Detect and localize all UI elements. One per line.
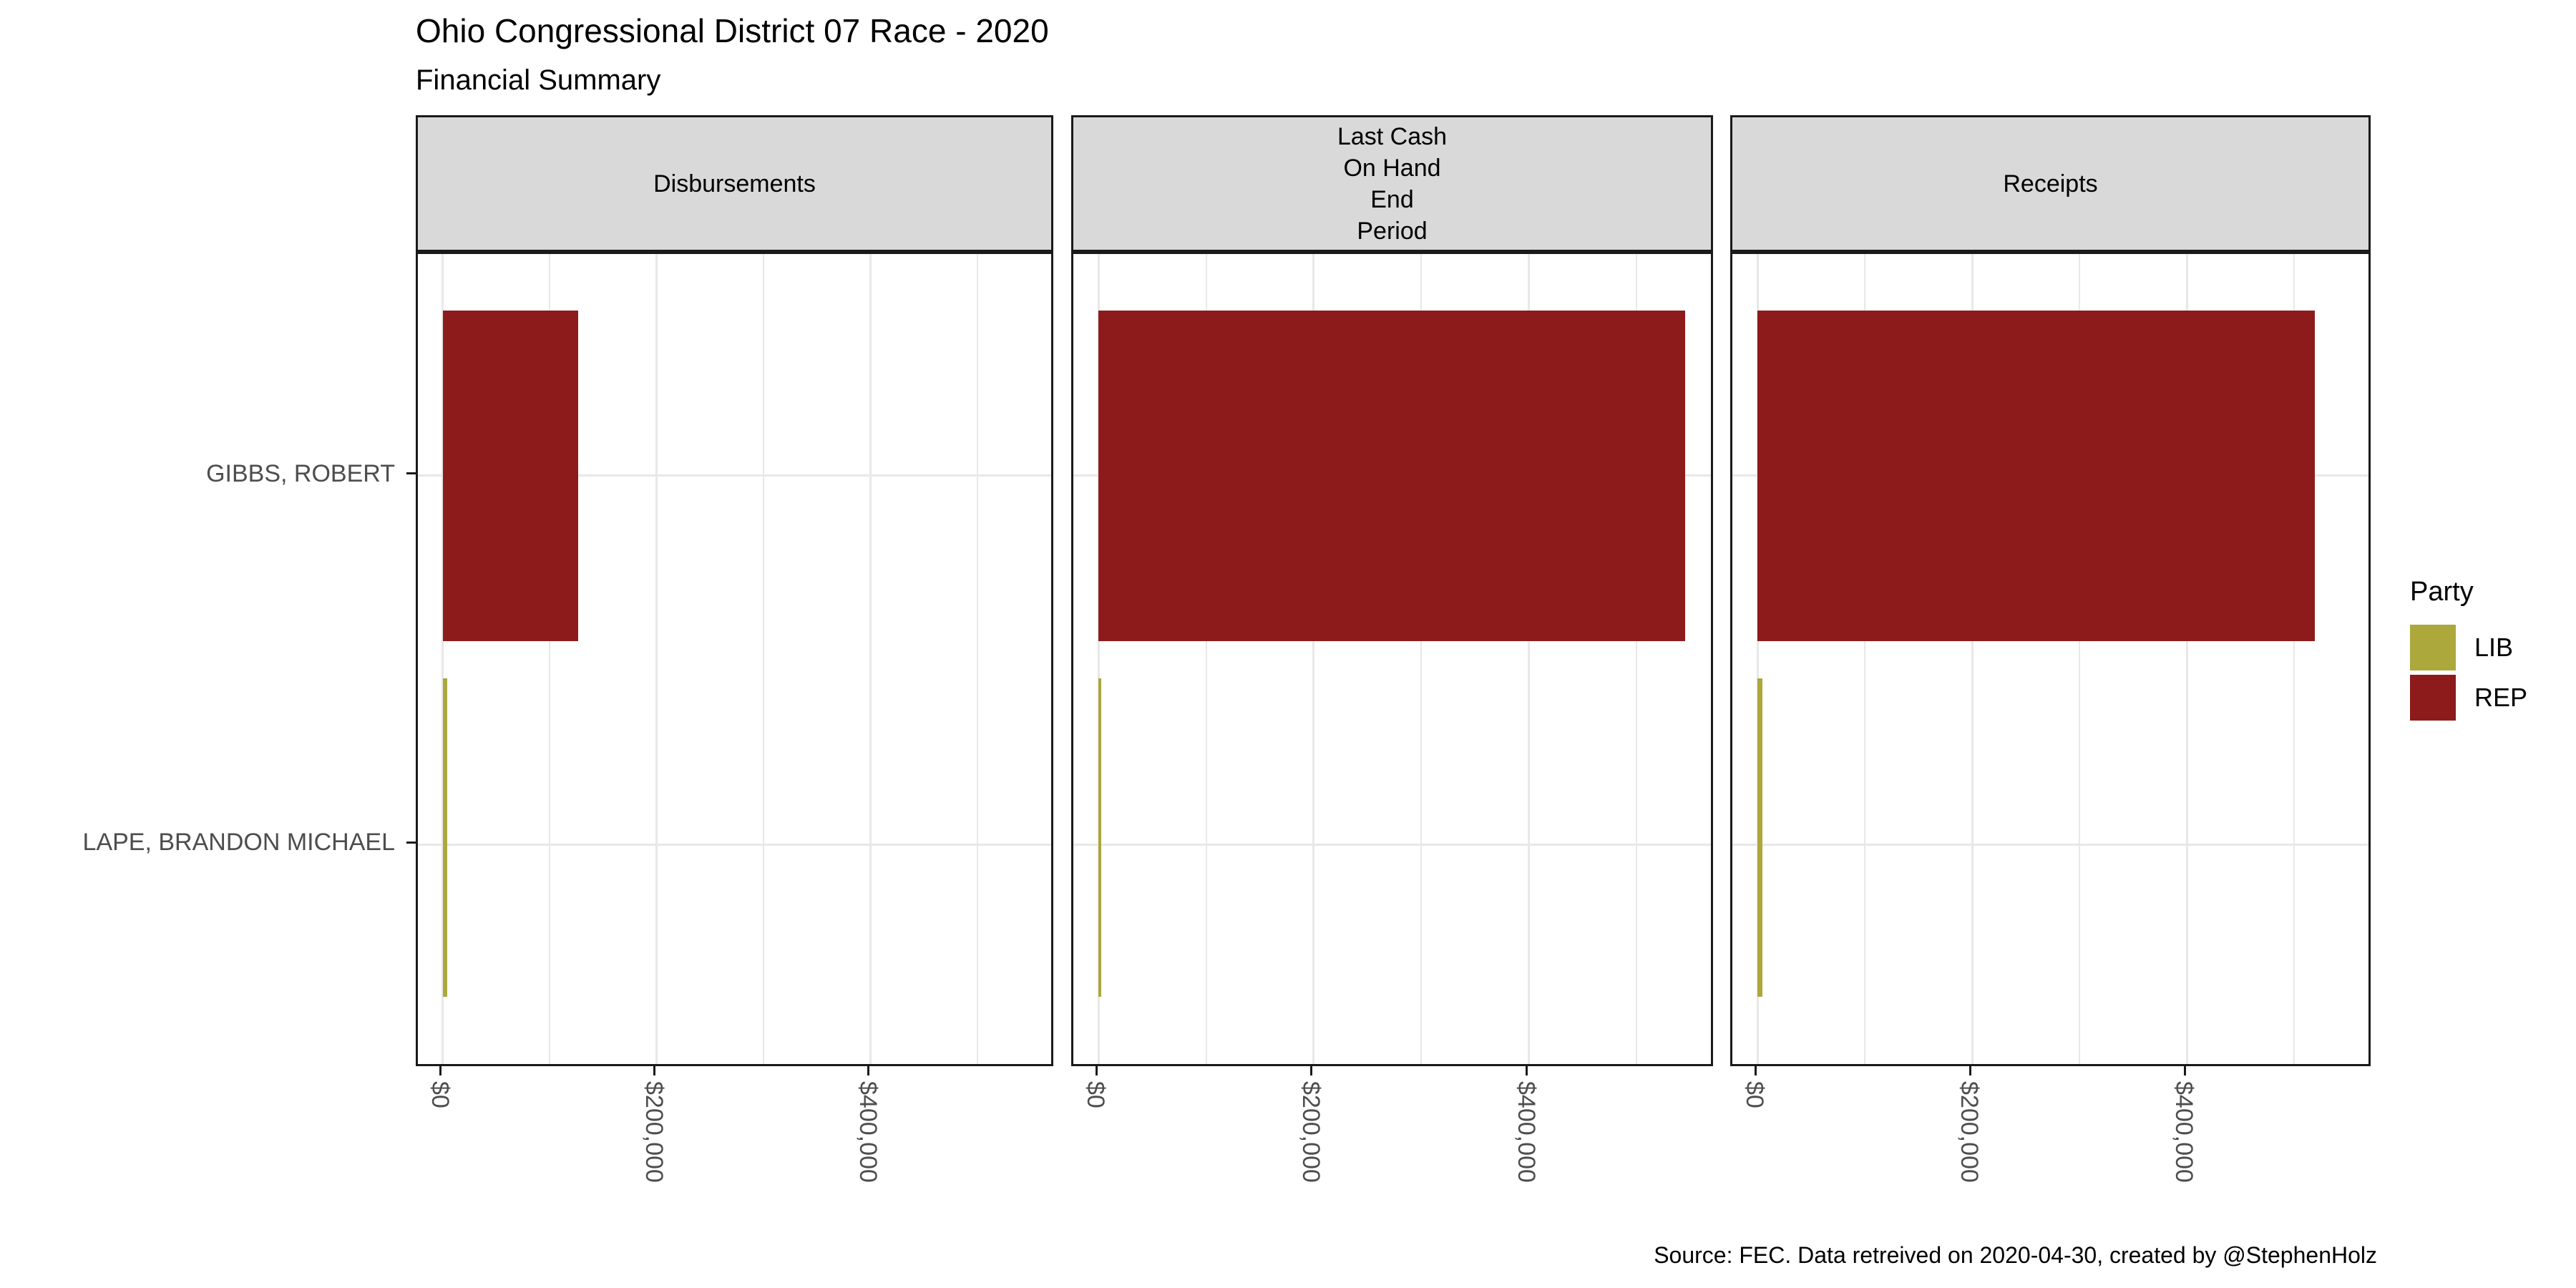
x-axis-tick bbox=[1754, 1066, 1757, 1075]
plot-title: Ohio Congressional District 07 Race - 20… bbox=[416, 12, 1049, 49]
x-axis-tick-label: $200,000 bbox=[1956, 1081, 1984, 1183]
x-axis-tick bbox=[2183, 1066, 2186, 1075]
bar bbox=[442, 310, 578, 641]
x-axis-tick bbox=[1968, 1066, 1971, 1075]
category-gridline bbox=[1732, 843, 2368, 846]
minor-gridline bbox=[1205, 254, 1207, 1064]
bar bbox=[1757, 310, 2315, 641]
category-gridline bbox=[418, 474, 1051, 477]
bar bbox=[1098, 678, 1102, 997]
x-axis-tick-label: $0 bbox=[1082, 1081, 1110, 1108]
category-gridline bbox=[418, 843, 1051, 846]
minor-gridline bbox=[2293, 254, 2296, 1064]
facet-strip-label: Receipts bbox=[2003, 170, 2098, 197]
plot-subtitle: Financial Summary bbox=[416, 64, 661, 96]
x-axis-tick bbox=[439, 1066, 442, 1075]
x-axis-tick-label: $400,000 bbox=[1512, 1081, 1540, 1183]
minor-gridline bbox=[1864, 254, 1866, 1064]
x-axis-tick-label: $400,000 bbox=[2170, 1081, 2198, 1183]
x-axis-tick bbox=[867, 1066, 870, 1075]
x-axis-tick-label: $0 bbox=[1741, 1081, 1769, 1108]
facet-strip: Receipts bbox=[1730, 115, 2371, 252]
major-gridline bbox=[1528, 254, 1531, 1064]
minor-gridline bbox=[1420, 254, 1423, 1064]
x-axis-tick-label: $200,000 bbox=[1297, 1081, 1324, 1183]
legend-item-rep: REP bbox=[2410, 675, 2527, 721]
legend-title: Party bbox=[2410, 577, 2474, 607]
bar bbox=[1098, 310, 1685, 641]
bar bbox=[1757, 678, 1763, 997]
facet-strip: Disbursements bbox=[416, 115, 1053, 252]
minor-gridline bbox=[2079, 254, 2081, 1064]
major-gridline bbox=[441, 254, 444, 1064]
facet-panel bbox=[1730, 252, 2371, 1066]
plot-caption: Source: FEC. Data retreived on 2020-04-3… bbox=[1654, 1242, 2377, 1268]
legend-swatch-lib bbox=[2410, 625, 2456, 670]
legend: Party LIB REP bbox=[2410, 577, 2527, 725]
x-axis-tick bbox=[1095, 1066, 1098, 1075]
minor-gridline bbox=[549, 254, 551, 1064]
major-gridline bbox=[1971, 254, 1974, 1064]
category-gridline bbox=[1073, 843, 1711, 846]
facet-panel bbox=[416, 252, 1053, 1066]
y-axis-tick bbox=[406, 841, 416, 844]
legend-label-lib: LIB bbox=[2474, 633, 2514, 662]
major-gridline bbox=[1097, 254, 1100, 1064]
facet-strip: Last Cash On Hand End Period bbox=[1071, 115, 1713, 252]
x-axis-tick-label: $400,000 bbox=[854, 1081, 882, 1183]
x-axis-tick bbox=[653, 1066, 656, 1075]
facet-strip-label: Disbursements bbox=[653, 170, 816, 197]
legend-item-lib: LIB bbox=[2410, 625, 2527, 670]
legend-label-rep: REP bbox=[2474, 683, 2528, 712]
minor-gridline bbox=[1636, 254, 1638, 1064]
legend-swatch-rep bbox=[2410, 675, 2456, 721]
major-gridline bbox=[1312, 254, 1315, 1064]
major-gridline bbox=[655, 254, 658, 1064]
x-axis-tick-label: $200,000 bbox=[640, 1081, 668, 1183]
facet-strip-label: Last Cash On Hand End Period bbox=[1337, 122, 1448, 245]
facet-panel bbox=[1071, 252, 1713, 1066]
minor-gridline bbox=[976, 254, 978, 1064]
minor-gridline bbox=[763, 254, 765, 1064]
major-gridline bbox=[1756, 254, 1759, 1064]
bar bbox=[442, 678, 447, 997]
major-gridline bbox=[869, 254, 872, 1064]
major-gridline bbox=[2185, 254, 2188, 1064]
x-axis-tick-label: $0 bbox=[426, 1081, 454, 1108]
y-axis-category-label: LAPE, BRANDON MICHAEL bbox=[82, 829, 395, 857]
x-axis-tick bbox=[1310, 1066, 1313, 1075]
x-axis-tick bbox=[1526, 1066, 1528, 1075]
y-axis-category-label: GIBBS, ROBERT bbox=[206, 459, 395, 487]
y-axis-tick bbox=[406, 472, 416, 475]
